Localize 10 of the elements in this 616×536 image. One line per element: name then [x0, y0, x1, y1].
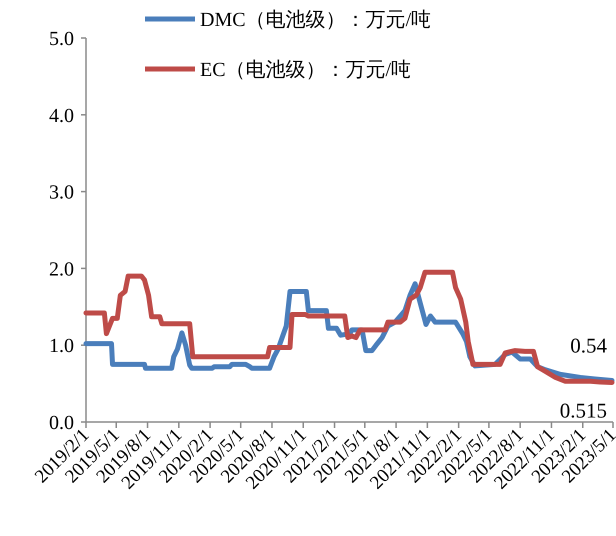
- legend-label: EC（电池级）：万元/吨: [200, 59, 412, 81]
- y-tick-label: 0.0: [49, 412, 74, 434]
- y-tick-label: 5.0: [49, 28, 74, 50]
- y-tick-label: 2.0: [49, 258, 74, 280]
- y-tick-label: 4.0: [49, 104, 74, 127]
- annotation: 0.515: [560, 398, 607, 422]
- y-tick-label: 1.0: [49, 335, 74, 358]
- annotation: 0.54: [570, 334, 607, 358]
- legend-label: DMC（电池级）：万元/吨: [200, 9, 432, 31]
- y-tick-label: 3.0: [49, 182, 74, 204]
